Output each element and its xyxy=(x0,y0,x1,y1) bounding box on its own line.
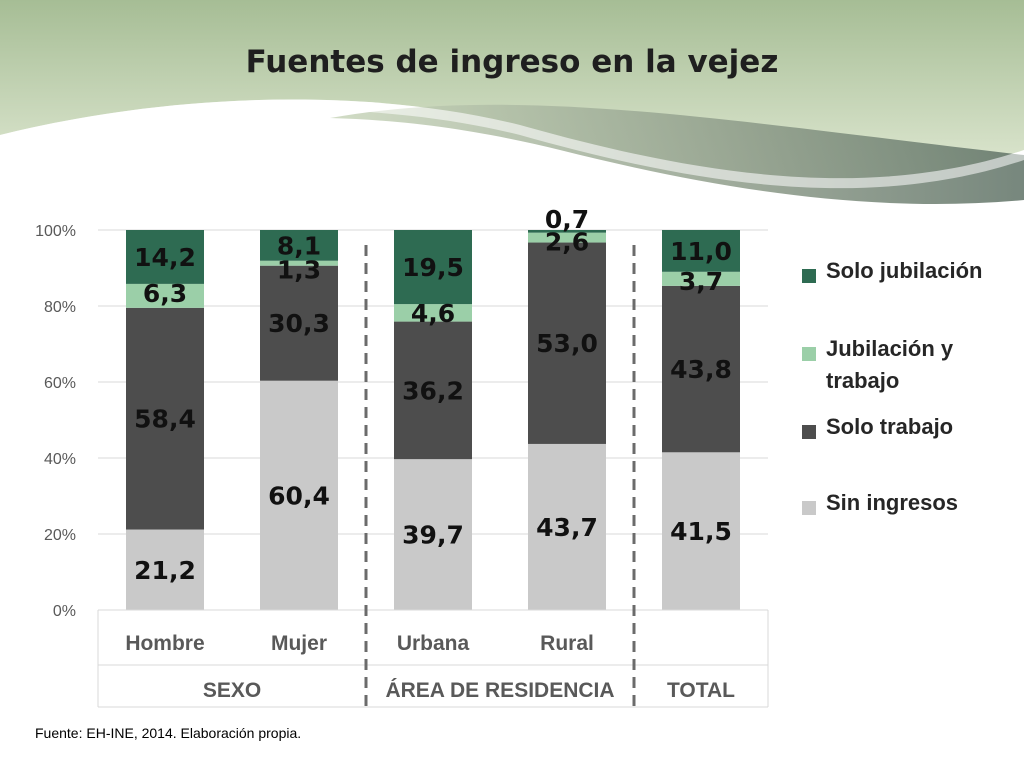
x-group-label: SEXO xyxy=(203,679,261,702)
bar-segment-solo-jubilacion xyxy=(260,230,338,261)
x-group-label: TOTAL xyxy=(667,679,735,702)
bar-segment-jubilacion-y-trabajo xyxy=(394,304,472,322)
bar-segment-solo-jubilacion xyxy=(528,230,606,233)
y-tick-label: 100% xyxy=(35,223,76,240)
legend-swatch xyxy=(802,269,816,283)
data-label: 60,4 xyxy=(268,481,330,510)
source-note: Fuente: EH-INE, 2014. Elaboración propia… xyxy=(35,725,302,741)
data-label: 1,3 xyxy=(277,256,321,285)
bar-segment-sin-ingresos xyxy=(528,443,606,610)
bar-segment-solo-jubilacion xyxy=(394,230,472,305)
y-tick-label: 20% xyxy=(44,527,76,544)
y-tick-label: 80% xyxy=(44,299,76,316)
data-label: 14,2 xyxy=(134,243,196,272)
bar-segment-solo-trabajo xyxy=(662,285,740,453)
data-label: 58,4 xyxy=(134,405,196,434)
x-category-label: Hombre xyxy=(125,632,204,655)
x-category-label: Urbana xyxy=(397,632,470,655)
y-tick-label: 0% xyxy=(53,603,76,620)
legend-label: Solo trabajo xyxy=(826,414,954,439)
y-tick-label: 40% xyxy=(44,451,76,468)
legend-swatch xyxy=(802,347,816,361)
data-label: 19,5 xyxy=(402,253,464,282)
y-tick-label: 60% xyxy=(44,375,76,392)
bar-segment-jubilacion-y-trabajo xyxy=(528,232,606,243)
x-group-label: ÁREA DE RESIDENCIA xyxy=(385,679,614,702)
data-label: 0,7 xyxy=(545,205,589,234)
data-label: 21,2 xyxy=(134,556,196,585)
data-label: 4,6 xyxy=(411,299,455,328)
legend-swatch xyxy=(802,501,816,515)
bar-segment-solo-jubilacion xyxy=(126,230,204,284)
data-label: 11,0 xyxy=(670,237,732,266)
data-label: 39,7 xyxy=(402,521,464,550)
data-label: 3,7 xyxy=(679,267,723,296)
data-label: 36,2 xyxy=(402,376,464,405)
bar-segment-solo-trabajo xyxy=(528,242,606,444)
data-label: 53,0 xyxy=(536,329,598,358)
data-label: 43,8 xyxy=(670,355,732,384)
legend-swatch xyxy=(802,425,816,439)
bar-segment-sin-ingresos xyxy=(260,380,338,610)
bar-segment-jubilacion-y-trabajo xyxy=(126,283,204,308)
bar-segment-sin-ingresos xyxy=(394,459,472,610)
data-label: 8,1 xyxy=(277,231,321,260)
x-category-label: Rural xyxy=(540,632,594,655)
x-category-label: Mujer xyxy=(271,632,327,655)
bar-segment-sin-ingresos xyxy=(662,452,740,610)
bar-segment-jubilacion-y-trabajo xyxy=(662,271,740,286)
data-label: 43,7 xyxy=(536,513,598,542)
bar-segment-sin-ingresos xyxy=(126,529,204,610)
data-label: 6,3 xyxy=(143,279,187,308)
bar-segment-solo-trabajo xyxy=(126,307,204,530)
legend-label: Sin ingresos xyxy=(826,490,959,515)
data-label: 2,6 xyxy=(545,228,589,257)
bar-segment-solo-trabajo xyxy=(394,321,472,460)
data-label: 41,5 xyxy=(670,517,732,546)
data-label: 30,3 xyxy=(268,309,330,338)
bar-segment-solo-jubilacion xyxy=(662,230,740,272)
chart-title: Fuentes de ingreso en la vejez xyxy=(245,44,779,80)
legend-label: Jubilación y trabajo xyxy=(826,336,954,393)
legend-label: Solo jubilación xyxy=(826,258,983,283)
bar-segment-solo-trabajo xyxy=(260,265,338,381)
bar-segment-jubilacion-y-trabajo xyxy=(260,260,338,266)
